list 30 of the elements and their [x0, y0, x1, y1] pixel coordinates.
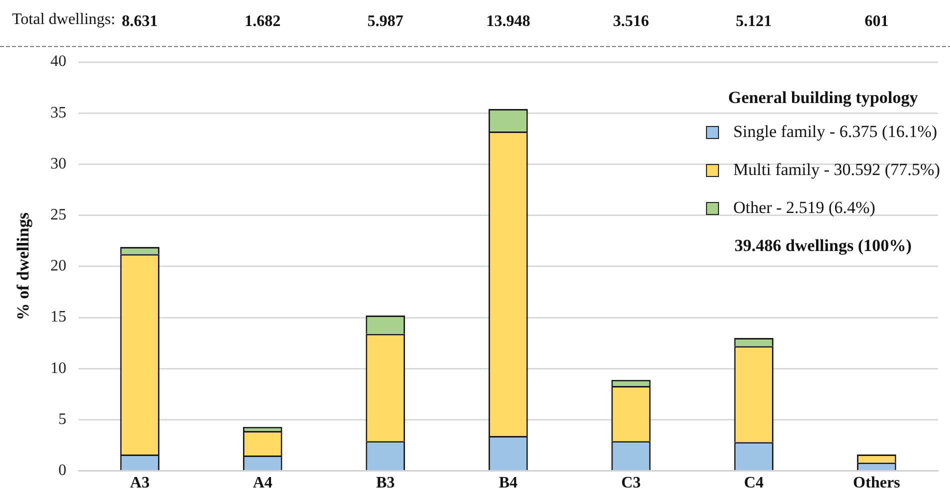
- x-tick-label: C3: [621, 474, 641, 492]
- text: Total dwellings:: [12, 11, 116, 28]
- legend-label: Other - 2.519 (6.4%): [733, 198, 876, 218]
- text: 13.948: [486, 13, 530, 30]
- x-tick-label: C4: [744, 474, 764, 492]
- x-tick-label: Others: [853, 474, 900, 492]
- legend-label: Single family - 6.375 (16.1%): [733, 122, 938, 142]
- y-axis-title: % of dwellings: [14, 212, 33, 320]
- y-tick-label: 15: [50, 308, 66, 326]
- x-tick-label: A4: [252, 474, 272, 492]
- annotation: 39.486 dwellings (100%): [734, 236, 913, 256]
- x-tick-label: B3: [376, 474, 395, 492]
- y-tick-label: 5: [58, 410, 66, 428]
- y-tick-label: 0: [58, 462, 66, 480]
- text: 5.987: [367, 13, 404, 30]
- legend-label: Multi family - 30.592 (77.5%): [733, 160, 940, 180]
- text: 601: [864, 13, 889, 30]
- x-tick-label: B4: [498, 474, 518, 492]
- text: 1.682: [244, 13, 281, 30]
- y-tick-label: 20: [50, 258, 66, 275]
- text: 3.516: [613, 13, 649, 30]
- y-tick-label: 10: [50, 360, 66, 377]
- y-tick-label: 30: [50, 155, 66, 172]
- text: 5.121: [736, 13, 772, 30]
- y-tick-label: 40: [50, 53, 66, 70]
- text: 8.631: [122, 13, 158, 30]
- legend-title: General building typology: [727, 88, 920, 108]
- y-tick-label: 25: [50, 206, 66, 224]
- y-tick-label: 35: [50, 104, 66, 122]
- x-tick-label: A3: [130, 474, 150, 492]
